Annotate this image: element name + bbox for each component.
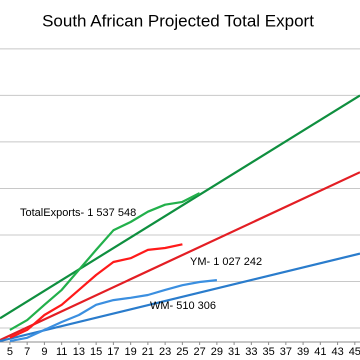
x-tick-label: 5	[7, 346, 13, 358]
chart-title: South African Projected Total Export	[42, 11, 314, 30]
x-tick-label: 27	[193, 346, 205, 358]
x-tick-label: 31	[228, 346, 240, 358]
x-tick-label: 7	[24, 346, 30, 358]
x-tick-label: 39	[297, 346, 309, 358]
x-tick-label: 41	[314, 346, 326, 358]
annotation: TotalExports- 1 537 548	[20, 207, 136, 219]
series-line	[0, 252, 360, 343]
x-tick-label: 9	[41, 346, 47, 358]
series-line	[0, 94, 360, 320]
x-tick-label: 25	[176, 346, 188, 358]
x-tick-label: 17	[107, 346, 119, 358]
x-tick-label: 11	[56, 346, 67, 358]
x-tick-label: 15	[90, 346, 102, 358]
x-tick-label: 19	[125, 346, 137, 358]
annotation: WM- 510 306	[150, 300, 216, 312]
series-line	[9, 279, 218, 343]
x-tick-label: 35	[262, 346, 274, 358]
x-tick-label: 33	[245, 346, 257, 358]
x-tick-label: 29	[211, 346, 223, 358]
series-line	[9, 192, 201, 331]
x-tick-label: 21	[142, 346, 154, 358]
x-tick-label: 37	[280, 346, 292, 358]
x-tick-label: 43	[331, 346, 343, 358]
series-line	[0, 171, 360, 342]
x-tick-label: 23	[159, 346, 171, 358]
annotation: YM- 1 027 242	[190, 256, 262, 268]
series-line	[9, 243, 183, 339]
x-tick-label: 45	[349, 346, 360, 358]
x-tick-label: 13	[73, 346, 85, 358]
